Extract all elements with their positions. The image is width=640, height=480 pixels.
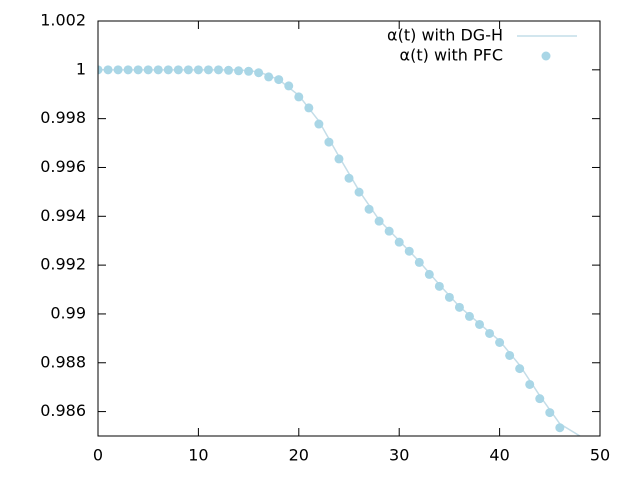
y-tick-label: 0.998 <box>40 108 86 127</box>
data-point <box>143 65 153 75</box>
y-tick-label: 0.986 <box>40 401 86 420</box>
data-point <box>244 66 254 76</box>
x-tick-label: 20 <box>289 446 309 465</box>
data-point <box>304 103 314 113</box>
data-point <box>464 311 474 321</box>
data-point <box>274 75 284 85</box>
data-point <box>103 65 113 75</box>
x-tick-label: 40 <box>489 446 509 465</box>
data-point <box>254 68 264 78</box>
data-point <box>98 65 103 75</box>
data-point <box>525 379 535 389</box>
data-point <box>505 350 515 360</box>
x-tick-label: 0 <box>93 446 103 465</box>
data-point <box>133 65 143 75</box>
data-point <box>354 187 364 197</box>
data-point <box>384 226 394 236</box>
x-tick-label: 30 <box>389 446 409 465</box>
legend-label: α(t) with DG-H <box>387 26 503 45</box>
data-point <box>213 65 223 75</box>
plot-border <box>97 20 601 437</box>
data-point <box>113 65 123 75</box>
data-point <box>294 92 304 102</box>
data-point <box>555 423 565 433</box>
data-point <box>173 65 183 75</box>
y-tick-label: 1 <box>76 59 86 78</box>
data-point <box>193 65 203 75</box>
data-point <box>364 204 374 214</box>
data-point <box>153 65 163 75</box>
data-point <box>334 154 344 164</box>
data-point <box>374 216 384 226</box>
data-point <box>394 237 404 247</box>
data-point <box>284 81 294 91</box>
y-tick-label: 0.992 <box>40 255 86 274</box>
data-point <box>545 408 555 418</box>
data-point <box>424 269 434 279</box>
plot-area <box>98 65 581 436</box>
data-point <box>123 65 133 75</box>
x-tick-label: 50 <box>590 446 610 465</box>
data-point <box>324 137 334 147</box>
y-tick-label: 0.99 <box>50 303 86 322</box>
y-tick-label: 0.994 <box>40 206 86 225</box>
data-point <box>404 246 414 256</box>
data-point <box>535 394 545 404</box>
data-point <box>454 302 464 312</box>
data-point <box>495 338 505 348</box>
data-point <box>163 65 173 75</box>
data-point <box>414 257 424 267</box>
data-point <box>234 66 244 76</box>
y-tick-label: 1.002 <box>40 11 86 30</box>
y-tick-label: 0.988 <box>40 352 86 371</box>
data-point <box>344 173 354 183</box>
data-point <box>224 65 234 75</box>
data-point <box>314 119 324 129</box>
data-point <box>183 65 193 75</box>
data-point <box>444 292 454 302</box>
x-tick-label: 10 <box>188 446 208 465</box>
data-point <box>264 72 274 82</box>
data-point <box>475 319 485 329</box>
y-tick-label: 0.996 <box>40 157 86 176</box>
data-line <box>98 69 581 436</box>
legend-label: α(t) with PFC <box>400 46 503 65</box>
data-point <box>434 281 444 291</box>
data-point <box>203 65 213 75</box>
legend-swatch <box>541 51 551 61</box>
data-point <box>515 364 525 374</box>
data-point <box>485 328 495 338</box>
